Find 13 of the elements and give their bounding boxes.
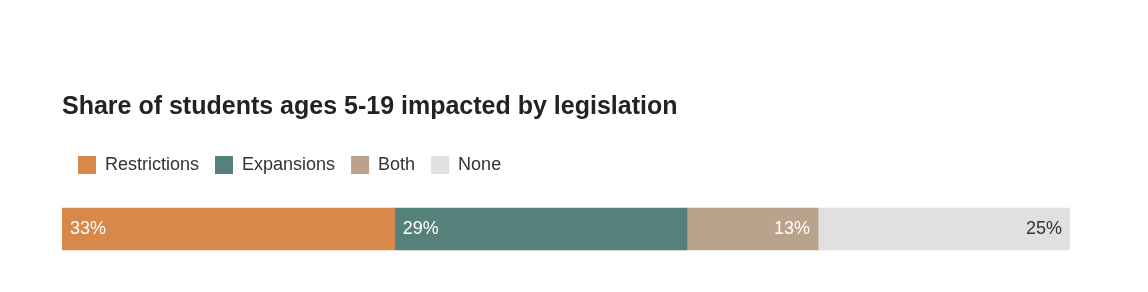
data-label: 13% xyxy=(773,217,810,238)
chart-title: Share of students ages 5-19 impacted by legislation xyxy=(62,90,678,119)
bar xyxy=(394,207,688,251)
bar xyxy=(686,207,819,251)
legend-label: Expansions xyxy=(242,153,336,174)
bar xyxy=(817,207,1070,251)
data-label: 25% xyxy=(1025,217,1062,238)
data-label: 29% xyxy=(402,217,439,238)
legend-label: Both xyxy=(378,153,416,174)
legend-label: Restrictions xyxy=(105,153,200,174)
bar xyxy=(62,207,395,251)
data-label: 33% xyxy=(70,217,107,238)
legend-label: None xyxy=(458,153,502,174)
